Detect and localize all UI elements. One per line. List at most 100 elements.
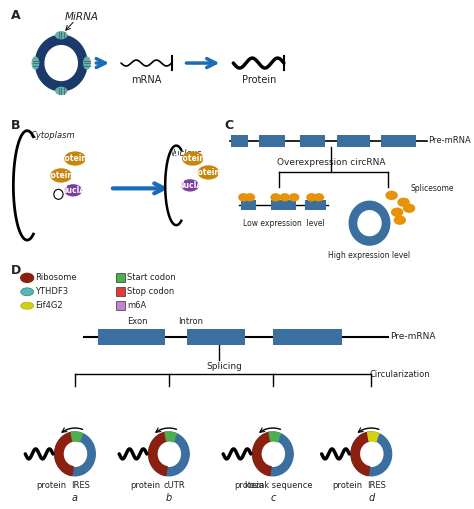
Text: Nucleus: Nucleus xyxy=(169,149,202,158)
Text: b: b xyxy=(166,493,172,503)
Text: Circularization: Circularization xyxy=(370,370,430,379)
Text: Exon: Exon xyxy=(128,317,148,326)
Polygon shape xyxy=(349,201,390,245)
Polygon shape xyxy=(71,432,82,442)
FancyBboxPatch shape xyxy=(231,135,248,147)
Text: YTHDF3: YTHDF3 xyxy=(36,287,69,296)
Polygon shape xyxy=(165,432,176,442)
Circle shape xyxy=(261,441,284,466)
Ellipse shape xyxy=(239,194,248,201)
Text: Intron: Intron xyxy=(178,317,203,326)
Text: IRES: IRES xyxy=(71,481,90,490)
Ellipse shape xyxy=(290,194,299,201)
FancyBboxPatch shape xyxy=(187,329,245,345)
Ellipse shape xyxy=(307,194,316,201)
Circle shape xyxy=(157,441,181,466)
Ellipse shape xyxy=(21,302,34,309)
Text: Start codon: Start codon xyxy=(128,273,176,282)
Ellipse shape xyxy=(182,180,198,191)
Ellipse shape xyxy=(198,166,219,179)
Text: NuclA: NuclA xyxy=(61,186,86,195)
FancyBboxPatch shape xyxy=(259,135,285,147)
Ellipse shape xyxy=(398,199,409,206)
Text: Splicesome: Splicesome xyxy=(411,184,455,193)
Text: Stop codon: Stop codon xyxy=(128,287,175,296)
Text: D: D xyxy=(10,264,21,277)
FancyBboxPatch shape xyxy=(305,201,326,210)
Text: Protein A: Protein A xyxy=(55,154,95,163)
Text: Protein A: Protein A xyxy=(188,168,228,177)
Text: Cytoplasm: Cytoplasm xyxy=(31,131,75,139)
Circle shape xyxy=(45,46,77,80)
Ellipse shape xyxy=(84,57,90,69)
FancyBboxPatch shape xyxy=(381,135,416,147)
Ellipse shape xyxy=(386,191,397,200)
Text: cUTR: cUTR xyxy=(164,481,185,490)
Ellipse shape xyxy=(314,194,323,201)
Circle shape xyxy=(360,441,383,466)
Ellipse shape xyxy=(394,216,405,224)
Ellipse shape xyxy=(271,194,280,201)
Ellipse shape xyxy=(182,152,203,165)
Text: IRES: IRES xyxy=(367,481,386,490)
Text: protein: protein xyxy=(234,481,264,490)
FancyBboxPatch shape xyxy=(117,287,125,296)
Text: Ribosome: Ribosome xyxy=(36,273,77,282)
Text: c: c xyxy=(270,493,275,503)
Ellipse shape xyxy=(55,88,67,94)
Ellipse shape xyxy=(403,204,415,212)
Text: protein: protein xyxy=(130,481,160,490)
Polygon shape xyxy=(149,432,167,475)
Polygon shape xyxy=(55,432,95,476)
FancyBboxPatch shape xyxy=(271,201,296,210)
Text: m6A: m6A xyxy=(128,301,147,310)
Text: kozak sequence: kozak sequence xyxy=(245,481,312,490)
Ellipse shape xyxy=(51,169,71,182)
FancyBboxPatch shape xyxy=(301,135,325,147)
Circle shape xyxy=(358,211,381,236)
FancyBboxPatch shape xyxy=(117,301,125,310)
Polygon shape xyxy=(253,432,271,475)
Text: Overexpression circRNA: Overexpression circRNA xyxy=(277,158,385,167)
FancyBboxPatch shape xyxy=(117,273,125,282)
Text: C: C xyxy=(224,119,233,132)
Ellipse shape xyxy=(280,194,290,201)
Polygon shape xyxy=(351,432,392,476)
FancyBboxPatch shape xyxy=(241,201,256,210)
Circle shape xyxy=(64,441,87,466)
Text: A: A xyxy=(10,9,20,22)
Text: protein: protein xyxy=(36,481,66,490)
Text: Low expression  level: Low expression level xyxy=(243,219,325,228)
Ellipse shape xyxy=(55,32,67,39)
Polygon shape xyxy=(367,432,379,442)
Text: MiRNA: MiRNA xyxy=(64,12,99,22)
Text: Splicing: Splicing xyxy=(206,362,242,372)
Text: d: d xyxy=(368,493,374,503)
Ellipse shape xyxy=(21,288,34,296)
Polygon shape xyxy=(36,35,87,91)
Ellipse shape xyxy=(245,194,255,201)
Text: Protein A: Protein A xyxy=(173,154,213,163)
Text: a: a xyxy=(72,493,78,503)
Text: protein: protein xyxy=(332,481,363,490)
Circle shape xyxy=(54,189,63,200)
Ellipse shape xyxy=(65,185,82,196)
FancyBboxPatch shape xyxy=(98,329,165,345)
Text: High expression level: High expression level xyxy=(328,251,410,260)
Text: NuclA: NuclA xyxy=(177,181,202,190)
Ellipse shape xyxy=(65,152,85,165)
Text: Eif4G2: Eif4G2 xyxy=(36,301,63,310)
Polygon shape xyxy=(149,432,189,476)
FancyBboxPatch shape xyxy=(273,329,342,345)
Polygon shape xyxy=(269,432,280,442)
Text: Pre-mRNA: Pre-mRNA xyxy=(428,136,471,145)
Text: B: B xyxy=(10,119,20,132)
Text: Protein: Protein xyxy=(242,75,276,85)
FancyBboxPatch shape xyxy=(337,135,370,147)
Polygon shape xyxy=(55,432,73,475)
Ellipse shape xyxy=(32,57,39,69)
Text: Pre-mRNA: Pre-mRNA xyxy=(390,332,435,341)
Polygon shape xyxy=(253,432,293,476)
Text: mRNA: mRNA xyxy=(131,75,161,85)
Ellipse shape xyxy=(21,273,34,282)
